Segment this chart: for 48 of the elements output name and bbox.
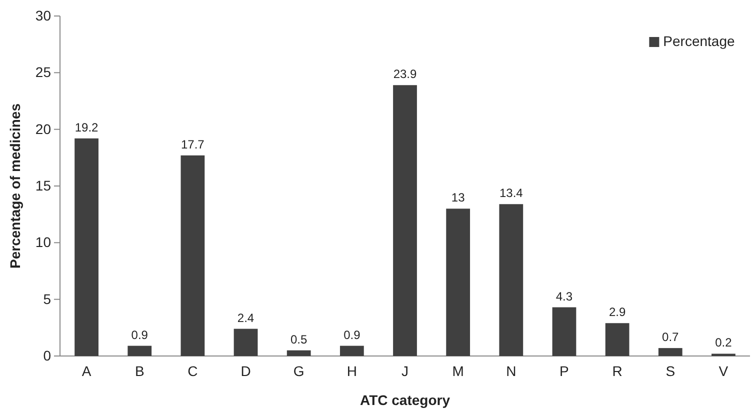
data-label: 0.7 <box>662 330 680 344</box>
bar <box>180 155 205 356</box>
bar <box>658 348 682 356</box>
data-label: 19.2 <box>74 120 99 134</box>
x-axis-title: ATC category <box>360 392 450 408</box>
data-label: 13.4 <box>499 186 524 200</box>
x-tick-label: R <box>612 362 622 379</box>
y-axis-title: Percentage of medicines <box>7 103 23 268</box>
y-tick-label: 10 <box>35 234 52 250</box>
y-tick-label: 25 <box>35 64 52 80</box>
data-label: 2.9 <box>608 305 626 320</box>
data-label: 0.9 <box>344 328 361 342</box>
x-tick-label: H <box>346 362 357 379</box>
y-tick-label: 30 <box>35 7 52 24</box>
bar <box>605 323 630 356</box>
x-tick-label: V <box>718 362 729 379</box>
x-tick-label: B <box>134 362 144 379</box>
x-tick-label: C <box>188 362 198 379</box>
data-label: 23.9 <box>393 67 417 82</box>
bar <box>340 346 364 356</box>
x-tick-label: P <box>560 362 569 379</box>
bar <box>499 204 524 356</box>
data-label: 0.5 <box>290 332 308 346</box>
x-tick-label: N <box>506 362 516 379</box>
y-tick-label: 5 <box>43 290 52 307</box>
data-label: 0.9 <box>131 328 148 342</box>
x-tick-label: A <box>82 362 92 379</box>
x-tick-label: D <box>240 362 251 379</box>
bar <box>286 350 311 356</box>
data-label: 17.7 <box>181 137 205 152</box>
x-tick-label: J <box>402 362 408 379</box>
y-tick-label: 20 <box>35 120 52 137</box>
legend-label: Percentage <box>663 33 735 49</box>
bar <box>446 208 470 356</box>
data-label: 13 <box>451 190 466 205</box>
bar <box>74 138 98 356</box>
data-label: 4.3 <box>556 289 573 304</box>
bar <box>128 346 152 356</box>
data-label: 0.2 <box>715 336 732 350</box>
x-tick-label: M <box>452 362 464 379</box>
data-label: 2.4 <box>237 310 254 325</box>
bar <box>393 85 417 356</box>
y-tick-label: 15 <box>35 177 52 194</box>
bar <box>552 307 576 356</box>
x-tick-label: G <box>293 362 304 379</box>
y-tick-label: 0 <box>43 347 52 364</box>
bar <box>234 328 258 356</box>
x-tick-label: S <box>666 362 676 379</box>
